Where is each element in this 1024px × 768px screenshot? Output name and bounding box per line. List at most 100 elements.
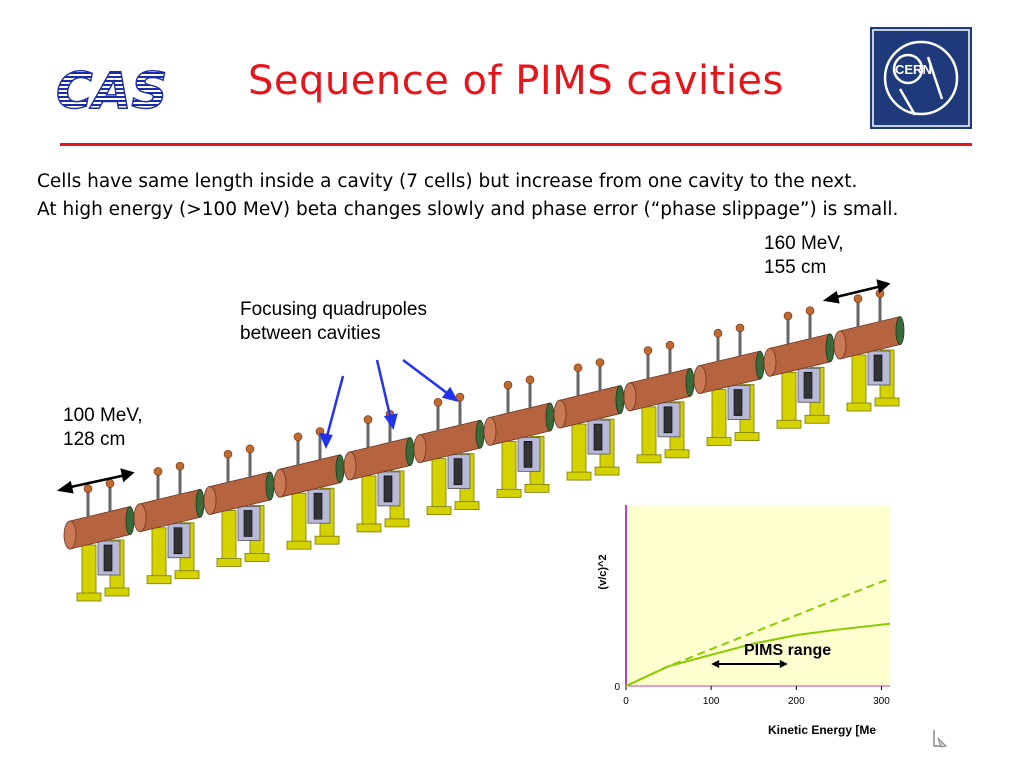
coupler-knob bbox=[223, 449, 233, 459]
coupler-knob bbox=[643, 346, 653, 355]
cavity-unit bbox=[63, 479, 135, 602]
low-energy-energy: 100 MeV, bbox=[63, 405, 143, 426]
body-line-1: Cells have same length inside a cavity (… bbox=[37, 171, 858, 192]
series-line-solid bbox=[625, 622, 890, 687]
low-energy-note: 100 MeV, 128 cm bbox=[63, 404, 143, 452]
cavity-flange bbox=[195, 488, 205, 518]
x-tick-label: 200 bbox=[788, 696, 805, 707]
high-energy-length-arrow bbox=[831, 284, 883, 300]
title-divider bbox=[60, 143, 972, 146]
support-foot bbox=[594, 466, 620, 476]
cavity-unit bbox=[413, 392, 485, 516]
cavity-unit bbox=[483, 375, 555, 498]
cavity-end-cap bbox=[693, 365, 707, 394]
quadrupole-note-line1: Focusing quadrupoles bbox=[240, 299, 427, 320]
cavity-end-cap bbox=[273, 468, 287, 498]
cavity-support bbox=[431, 458, 447, 512]
x-axis-label: Kinetic Energy [Me bbox=[768, 723, 876, 737]
cavity-unit bbox=[203, 444, 275, 567]
arrow-head-left-1 bbox=[822, 290, 840, 304]
cavity-flange bbox=[825, 333, 835, 363]
cern-logo: CERN bbox=[870, 27, 972, 129]
support-foot bbox=[664, 449, 690, 459]
cas-logo: CAS bbox=[55, 61, 168, 116]
coupler-knob bbox=[805, 306, 815, 315]
coupler-knob bbox=[455, 392, 465, 402]
cavity-support bbox=[221, 510, 237, 563]
coupler-knob bbox=[525, 375, 535, 385]
support-foot bbox=[76, 592, 102, 602]
y-ticks: 0 bbox=[614, 682, 620, 693]
support-foot bbox=[356, 523, 382, 533]
cavity-flange bbox=[895, 316, 905, 346]
series-lines bbox=[625, 577, 890, 687]
support-foot bbox=[804, 414, 830, 424]
support-foot bbox=[384, 518, 410, 528]
quadrupole-core bbox=[243, 510, 253, 537]
pims-range-arrow-right bbox=[779, 660, 788, 668]
cavity-flange bbox=[545, 402, 555, 432]
quadrupole-core bbox=[453, 458, 463, 485]
support-foot bbox=[454, 501, 480, 511]
cavity-unit bbox=[623, 340, 695, 464]
quadrupole-core bbox=[803, 371, 813, 399]
quad-arrow-1 bbox=[324, 375, 345, 441]
cavity-unit bbox=[553, 358, 625, 481]
coupler-knob bbox=[293, 432, 303, 442]
cavity-flange bbox=[685, 368, 695, 397]
cavity-group bbox=[63, 289, 905, 602]
coupler-knob bbox=[665, 340, 675, 350]
cavity-unit bbox=[343, 410, 415, 533]
support-foot bbox=[874, 397, 900, 407]
coupler-knob bbox=[245, 444, 255, 454]
pims-range-marker bbox=[711, 660, 788, 668]
cavity-unit bbox=[273, 427, 345, 550]
body-line-2: At high energy (>100 MeV) beta changes s… bbox=[37, 199, 899, 220]
quadrupole-core bbox=[523, 441, 533, 468]
pims-range-arrow-left bbox=[711, 660, 720, 668]
page-title: Sequence of PIMS cavities bbox=[248, 58, 784, 104]
coupler-knob bbox=[735, 323, 745, 333]
quadrupole-core bbox=[663, 406, 673, 434]
x-tick-label: 0 bbox=[623, 696, 629, 707]
coupler-knob bbox=[153, 467, 163, 476]
cavity-end-cap bbox=[623, 382, 637, 412]
quadrupole-note-line2: between cavities bbox=[240, 323, 381, 344]
low-energy-length-arrow bbox=[65, 473, 127, 490]
quadrupole-core bbox=[173, 527, 183, 555]
cavity-flange bbox=[265, 471, 275, 501]
cavity-unit bbox=[693, 323, 765, 446]
quadrupole-core bbox=[733, 389, 743, 416]
support-foot bbox=[496, 488, 522, 498]
arrow-head-right-2 bbox=[120, 468, 135, 483]
cavity-end-cap bbox=[833, 330, 847, 360]
coupler-knob bbox=[783, 311, 793, 321]
high-energy-energy: 160 MeV, bbox=[764, 233, 844, 254]
cavity-end-cap bbox=[553, 399, 567, 429]
x-tick-label: 300 bbox=[873, 696, 890, 707]
x-tick-label: 100 bbox=[703, 696, 720, 707]
quadrupole-note: Focusing quadrupoles between cavities bbox=[240, 298, 427, 346]
cavity-flange bbox=[405, 437, 415, 466]
cavity-unit bbox=[833, 289, 905, 412]
cavity-end-cap bbox=[483, 416, 497, 446]
cavity-flange bbox=[335, 454, 345, 484]
quad-arrow-3-head bbox=[441, 386, 459, 402]
support-foot bbox=[706, 437, 732, 446]
cavity-support bbox=[781, 371, 797, 425]
support-foot bbox=[524, 483, 550, 493]
quad-arrow-2 bbox=[375, 359, 393, 421]
support-foot bbox=[244, 553, 270, 562]
support-foot bbox=[734, 432, 760, 441]
cavity-unit bbox=[133, 461, 205, 585]
coupler-knob bbox=[433, 398, 443, 407]
support-foot bbox=[174, 570, 200, 580]
coupler-knob bbox=[83, 484, 93, 493]
cavity-support bbox=[501, 440, 517, 494]
beta-squared-plot: (v/c)^2 0 100 200 300 0 PIMS range Kinetic … bbox=[597, 505, 890, 737]
quad-arrow-3 bbox=[402, 359, 452, 397]
pims-range-label: PIMS range bbox=[744, 642, 831, 659]
quadrupole-core bbox=[313, 492, 323, 520]
cavity-support bbox=[361, 475, 377, 529]
quadrupole-arrows bbox=[318, 359, 459, 450]
